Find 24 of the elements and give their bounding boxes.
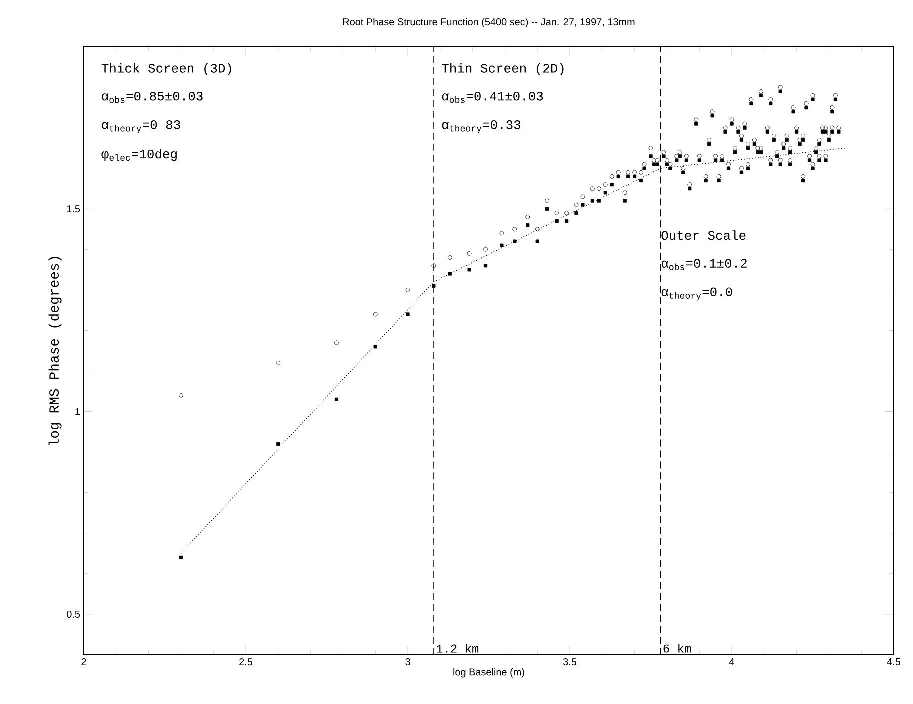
annotation: α$_{theory}$=0.33: [442, 120, 521, 134]
y-tick-label: 1: [76, 408, 80, 416]
ref-line-label: 6 km: [664, 644, 691, 653]
annotation: α$_{theory}$=0 83: [102, 120, 180, 134]
annotation: φ$_{elec}$=10deg: [102, 149, 177, 162]
annotation: α$_{obs}$=0.1±0.2: [662, 259, 747, 270]
annotation: α$_{obs}$=0.41±0.03: [442, 92, 544, 104]
x-tick-label: 2: [82, 658, 86, 666]
x-tick-label: 4.5: [887, 658, 901, 666]
x-tick-label: 4: [729, 658, 734, 666]
y-tick-label: 0.5: [67, 610, 80, 618]
y-axis-title: log RMS Phase (degrees): [48, 257, 62, 446]
annotation: α$_{theory}$=0.0: [662, 288, 732, 301]
x-tick-label: 2.5: [240, 658, 253, 666]
annotation: Outer Scale: [662, 230, 746, 240]
x-tick-label: 3: [406, 658, 410, 666]
annotation: Thin Screen (2D): [442, 63, 564, 76]
chart-title: Root Phase Structure Function (5400 sec) -- Jan. 27, 1997, 13mm: [343, 18, 635, 28]
y-tick-label: 1.5: [67, 206, 80, 213]
x-tick-label: 3.5: [563, 658, 577, 666]
annotation: α$_{obs}$=0.85±0.03: [102, 92, 203, 104]
ref-line-label: 1.2 km: [436, 644, 479, 653]
x-axis-title: log Baseline (m): [454, 668, 524, 678]
annotation: Thick Screen (3D): [102, 63, 232, 76]
